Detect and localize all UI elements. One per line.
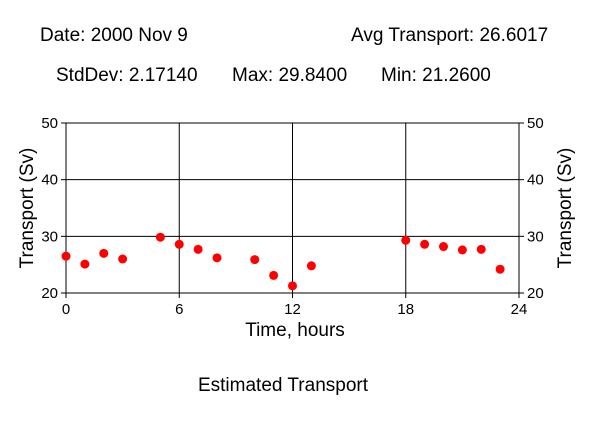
data-points [61,232,505,291]
data-point [250,255,260,265]
y-axis-title-right: Transport (Sv) [555,148,576,269]
y-tick-label-right: 40 [527,172,544,189]
data-point [193,244,203,254]
y-tick-label-left: 20 [41,285,58,302]
y-tick-label-right: 50 [527,115,544,132]
y-tick-label-right: 20 [527,285,544,302]
data-point [212,253,222,263]
data-point [61,251,71,261]
y-tick-label-left: 30 [41,228,58,245]
data-point [288,281,297,291]
date-label: Date: 2000 Nov 9 [40,25,188,46]
x-tick-label: 12 [284,301,301,318]
data-point [401,235,411,245]
x-tick-label: 6 [175,301,183,318]
x-tick-label: 24 [511,301,528,318]
data-point [118,254,128,264]
data-point [439,242,448,252]
max-label: Max: 29.8400 [232,65,348,86]
data-point [174,239,184,249]
data-point [420,239,430,249]
y-axis-title-left: Transport (Sv) [17,148,38,269]
y-tick-label-right: 30 [527,228,544,245]
grid-lines [66,123,519,293]
data-point [476,244,486,254]
y-tick-label-left: 40 [41,172,58,189]
chart-caption: Estimated Transport [198,375,369,396]
data-point [80,259,90,269]
x-tick-label: 0 [62,301,70,318]
data-point [495,264,505,274]
x-tick-label: 18 [397,301,414,318]
min-label: Min: 21.2600 [381,65,491,86]
data-point [457,245,467,255]
avg-transport-label: Avg Transport: 26.6017 [351,25,549,46]
data-point [155,232,165,242]
data-point [306,261,316,271]
data-point [99,248,109,258]
stddev-label: StdDev: 2.17140 [56,65,198,86]
data-point [269,270,279,280]
x-axis-title: Time, hours [245,320,345,341]
y-tick-label-left: 50 [41,115,58,132]
